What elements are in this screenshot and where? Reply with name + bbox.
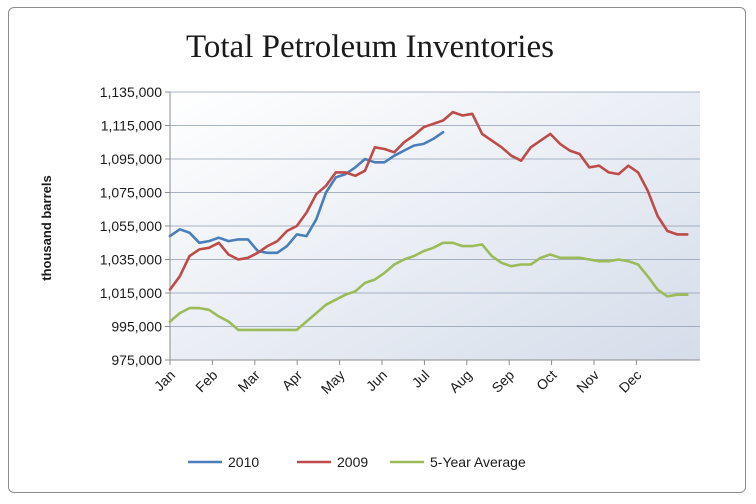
y-tick-label: 1,095,000 [100,151,162,167]
y-tick-label: 975,000 [111,352,162,368]
y-tick-label: 995,000 [111,319,162,335]
x-tick-labels: Jan Feb Mar Apr May Jun Jul Aug Sep Oct Nov Dec [151,367,645,397]
legend-label: 5-Year Average [430,454,526,470]
y-tick-label: 1,075,000 [100,185,162,201]
axes [169,92,700,365]
y-tick-labels: 975,000 995,000 1,015,000 1,035,000 1,055,00… [100,84,163,368]
series-line-0 [168,130,445,255]
legend-label: 2010 [228,454,259,470]
x-tick-label: Jun [363,367,390,394]
x-tick-label: Jan [151,367,178,394]
legend: 2010 2009 5-Year Average [188,454,526,470]
x-tick-label: Sep [488,367,517,396]
x-tick-label: Aug [446,367,475,396]
series-line-1 [168,110,689,291]
gridlines [165,91,700,361]
x-tick-label: Feb [192,367,221,396]
x-tick-label: Nov [573,367,602,396]
chart-title: Total Petroleum Inventories [186,29,554,65]
series-line-2 [168,241,689,332]
x-tick-label: May [318,367,348,397]
x-tick-label: Jul [409,367,433,391]
y-tick-label: 1,015,000 [100,285,162,301]
y-tick-label: 1,055,000 [100,218,162,234]
legend-label: 2009 [337,454,368,470]
x-tick-label: Oct [533,367,560,394]
y-tick-label: 1,115,000 [101,118,162,134]
y-tick-label: 1,135,000 [100,84,162,100]
y-axis-label: thousand barrels [39,175,54,280]
series-lines [168,110,689,332]
y-tick-label: 1,035,000 [100,252,162,268]
x-tick-label: Apr [279,367,306,394]
x-tick-label: Dec [616,367,645,396]
x-tick-label: Mar [235,367,264,396]
